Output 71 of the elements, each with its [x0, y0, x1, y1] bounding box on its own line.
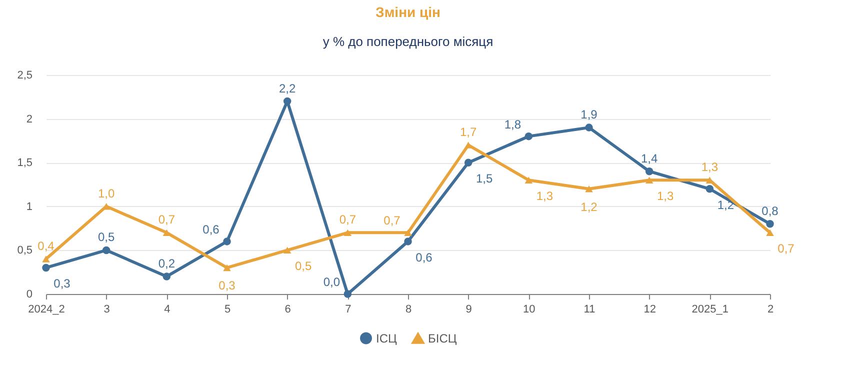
data-label: 1,3: [536, 189, 554, 204]
data-label: 0,6: [202, 222, 220, 236]
x-tick-label: 7: [345, 304, 352, 316]
y-tick-label: 1: [26, 200, 32, 213]
data-label: 1,8: [504, 117, 522, 132]
y-tick-label: 2: [26, 113, 32, 126]
y-tick-label: 1,5: [17, 157, 32, 170]
point: [404, 238, 412, 246]
data-label: 1,5: [476, 172, 493, 186]
data-label: 1,0: [98, 186, 115, 200]
point: [766, 229, 774, 236]
point: [223, 264, 231, 272]
point: [706, 185, 714, 193]
point: [585, 186, 593, 192]
x-tick-label: 5: [224, 304, 231, 316]
data-label: 0,8: [762, 204, 779, 218]
x-tick-label: 12: [644, 304, 656, 316]
point: [344, 290, 352, 298]
data-label: 1,7: [460, 125, 477, 140]
data-label: 1,3: [701, 160, 718, 174]
legend-label: БІСЦ: [428, 332, 457, 346]
data-label: 0,3: [54, 276, 71, 291]
point: [524, 176, 533, 184]
y-tick-label: 2,5: [17, 70, 32, 82]
data-label: 1,3: [656, 189, 674, 204]
legend-label: ІСЦ: [376, 331, 397, 346]
data-label: 0,0: [323, 275, 340, 289]
point: [645, 167, 654, 176]
data-label: 2,2: [278, 81, 296, 96]
data-label: 1,9: [580, 108, 598, 122]
point: [283, 246, 292, 254]
point: [585, 124, 593, 132]
point: [464, 142, 472, 148]
data-label: 1,4: [640, 151, 658, 166]
point: [42, 264, 50, 272]
data-label: 0,7: [384, 214, 401, 228]
x-tick-label: 9: [466, 304, 472, 316]
data-label: 0,5: [98, 230, 115, 244]
point: [223, 238, 231, 246]
data-label: 0,7: [339, 212, 356, 227]
data-label: 0,2: [158, 256, 176, 270]
x-tick-label: 3: [104, 304, 110, 316]
x-tick-label: 2: [767, 304, 774, 316]
x-tick-label: 2025_1: [692, 304, 729, 316]
point: [766, 220, 774, 228]
data-label: 1,2: [580, 200, 598, 214]
data-label: 0,3: [218, 278, 236, 293]
x-tick-label: 11: [584, 304, 596, 316]
x-tick-label: 4: [164, 304, 170, 316]
x-tick-label: 2024_2: [28, 304, 65, 316]
x-tick-label: 10: [523, 304, 536, 316]
point: [464, 158, 472, 166]
point: [102, 246, 110, 254]
x-tick-label: 6: [284, 304, 291, 316]
point: [344, 229, 352, 236]
point: [162, 272, 171, 280]
data-label: 0,5: [294, 259, 312, 274]
chart-title: Зміни цін: [376, 4, 440, 20]
point: [283, 97, 292, 106]
chart-subtitle: у % до попереднього місяця: [322, 34, 494, 49]
data-label: 0,4: [38, 238, 55, 253]
point: [404, 229, 412, 236]
y-tick-label: 0,5: [17, 244, 32, 257]
y-tick-label: 0: [26, 288, 32, 300]
point: [524, 132, 533, 140]
x-tick-label: 8: [405, 304, 412, 316]
data-label: 0,7: [158, 212, 176, 227]
point: [645, 176, 654, 184]
point: [42, 256, 50, 262]
data-label: 0,7: [778, 242, 795, 256]
data-label: 0,6: [416, 250, 433, 264]
